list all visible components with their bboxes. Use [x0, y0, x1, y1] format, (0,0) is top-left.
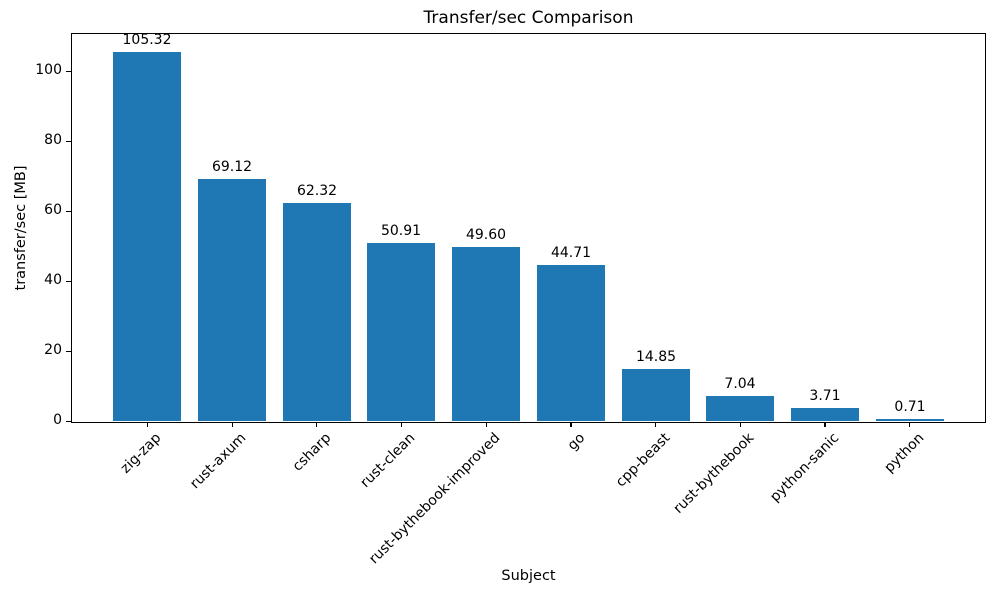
y-tick-label: 60 — [44, 202, 62, 219]
bar — [622, 369, 690, 421]
bar — [452, 247, 520, 421]
bar-value-label: 7.04 — [724, 376, 756, 392]
y-tick-mark — [66, 210, 71, 212]
bar — [706, 396, 774, 421]
bar-value-label: 3.71 — [809, 388, 841, 404]
y-tick-mark — [66, 280, 71, 282]
x-tick-mark — [146, 422, 149, 427]
bar — [876, 419, 944, 421]
x-tick-mark — [316, 422, 318, 427]
y-tick-label: 80 — [44, 132, 62, 149]
x-axis-label: Subject — [501, 568, 556, 584]
y-tick-mark — [66, 140, 71, 142]
bar — [537, 265, 605, 421]
x-tick-mark — [824, 422, 826, 427]
bar-value-label: 69.12 — [211, 159, 253, 175]
x-tick-mark — [570, 422, 572, 427]
x-tick-mark — [655, 422, 657, 427]
y-tick-mark — [66, 350, 71, 352]
y-tick-mark — [66, 70, 71, 72]
bar — [198, 179, 266, 421]
y-tick-label: 0 — [53, 412, 62, 428]
y-tick-label: 100 — [35, 62, 62, 79]
bar-value-label: 14.85 — [635, 349, 677, 365]
x-tick-mark — [231, 422, 233, 427]
x-tick-mark — [485, 422, 487, 427]
bar — [283, 203, 351, 421]
bar-value-label: 62.32 — [296, 183, 338, 199]
bar — [791, 408, 859, 421]
x-tick-mark — [909, 422, 911, 427]
y-tick-label: 40 — [44, 272, 62, 289]
chart-title: Transfer/sec Comparison — [423, 8, 634, 28]
bar — [113, 52, 181, 421]
x-tick-mark — [400, 422, 403, 427]
bar — [367, 243, 435, 421]
bar-value-label: 50.91 — [380, 223, 422, 239]
bar-value-label: 0.71 — [894, 399, 926, 415]
bar-value-label: 105.32 — [122, 32, 172, 48]
y-tick-label: 20 — [44, 342, 62, 359]
y-tick-mark — [66, 420, 71, 422]
bar-value-label: 49.60 — [465, 227, 507, 243]
bar-value-label: 44.71 — [550, 245, 592, 261]
x-tick-mark — [739, 422, 741, 427]
